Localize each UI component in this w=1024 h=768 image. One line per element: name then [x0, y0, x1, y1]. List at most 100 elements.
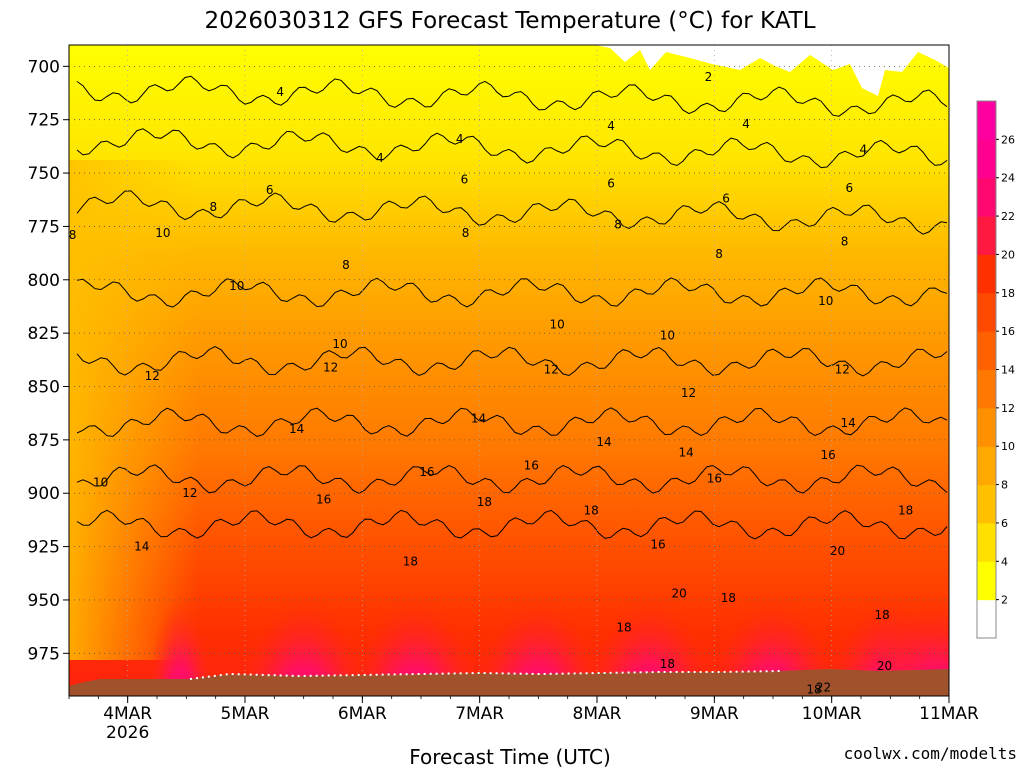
contour-label: 12 [681, 386, 696, 400]
cold-region-2c [595, 45, 949, 96]
y-tick-label: 750 [28, 164, 60, 184]
contour-line-4 [76, 75, 948, 117]
contour-label: 2 [705, 70, 713, 84]
colorbar-swatch [977, 101, 996, 140]
contour-label: 8 [841, 234, 849, 248]
gridlines [69, 45, 949, 696]
contour-label: 6 [722, 192, 730, 206]
y-tick-label: 725 [28, 111, 60, 131]
contour-label: 10 [660, 328, 675, 342]
warm-surface-cells [150, 540, 949, 696]
colorbar-swatch [977, 139, 996, 179]
contour-label: 18 [616, 621, 631, 635]
y-tick-label: 975 [28, 644, 60, 664]
contour-label: 18 [874, 608, 889, 622]
colorbar-label: 2 [1001, 594, 1008, 607]
contour-label: 14 [289, 422, 304, 436]
warm-cell [150, 540, 211, 696]
y-tick-label: 900 [28, 484, 60, 504]
contour-label: 14 [840, 416, 855, 430]
contour-label: 18 [806, 683, 821, 697]
contour-line-8 [76, 190, 948, 235]
colorbar-label: 12 [1001, 402, 1015, 415]
contour-label: 16 [707, 471, 722, 485]
y-tick-label: 850 [28, 378, 60, 398]
contour-labels: 2 4 4 4 4 4 4 6 6 6 6 6 8 8 8 8 8 8 8 10 10 10 10 10 10 12 12 12 12 1… [69, 70, 913, 697]
y-tick-label: 775 [28, 217, 60, 237]
x-tick-label: 11MAR [919, 704, 979, 724]
contour-label: 12 [145, 369, 160, 383]
colorbar-label: 14 [1001, 364, 1015, 377]
colorbar-label: 20 [1001, 248, 1015, 261]
contour-label: 4 [742, 117, 750, 131]
y-tick-label: 875 [28, 431, 60, 451]
contour-line-12 [76, 346, 948, 377]
colorbar-swatch [977, 599, 996, 639]
contour-label: 4 [456, 132, 464, 146]
colorbar-label: 10 [1001, 440, 1015, 453]
colorbar-swatch [977, 254, 996, 294]
x-tick-label: 8MAR [573, 704, 622, 724]
colorbar-label: 26 [1001, 133, 1015, 146]
y-tick-label: 825 [28, 324, 60, 344]
contour-label: 16 [316, 493, 331, 507]
credit-link[interactable]: coolwx.com/modelts [844, 744, 1017, 763]
warm-cell [243, 540, 364, 696]
warm-cell [713, 540, 833, 696]
contour-label: 22 [816, 680, 831, 694]
colorbar-swatch [977, 446, 996, 486]
contour-label: 8 [715, 247, 723, 261]
contour-label: 4 [860, 143, 868, 157]
contour-label: 12 [182, 486, 197, 500]
y-axis: 700 725 750 775 800 825 850 875 900 925 950 975 [28, 57, 69, 664]
contour-label: 10 [155, 226, 170, 240]
colorbar-label: 6 [1001, 517, 1008, 530]
contour-label: 10 [229, 279, 244, 293]
contour-label: 10 [818, 294, 833, 308]
contour-label: 20 [671, 587, 686, 601]
x-tick-label: 6MAR [338, 704, 387, 724]
x-tick-label: 7MAR [455, 704, 504, 724]
colorbar-label: 8 [1001, 479, 1008, 492]
colorbar-swatch [977, 561, 996, 601]
plot-area: 2 4 4 4 4 4 4 6 6 6 6 6 8 8 8 8 8 8 8 10 10 10 10 10 10 12 12 12 12 1… [69, 45, 949, 697]
contour-label: 4 [276, 85, 284, 99]
contour-label: 16 [650, 537, 665, 551]
contour-line-18 [76, 509, 948, 540]
x-tick-label: 5MAR [221, 704, 270, 724]
contour-line-14 [76, 407, 948, 437]
contour-lines [76, 75, 948, 540]
contour-label: 10 [549, 318, 564, 332]
contour-label: 8 [462, 226, 470, 240]
contour-label: 12 [544, 362, 559, 376]
colorbar-swatch [977, 369, 996, 409]
contour-line-10 [76, 277, 948, 308]
contour-label: 6 [461, 172, 469, 186]
x-tick-label: 4MAR [103, 704, 152, 724]
contour-line-16 [76, 464, 948, 494]
chart-title: 2026030312 GFS Forecast Temperature (°C)… [204, 8, 815, 34]
contour-label: 20 [830, 544, 845, 558]
warm-cell [355, 540, 476, 696]
contour-label: 16 [524, 458, 539, 472]
y-tick-label: 800 [28, 271, 60, 291]
contour-label: 18 [898, 503, 913, 517]
contour-label: 14 [471, 412, 486, 426]
contour-label: 6 [266, 183, 274, 197]
colorbar-swatch [977, 216, 996, 255]
contour-label: 4 [376, 151, 384, 165]
x-tick-label: 9MAR [690, 704, 739, 724]
x-tick-label: 10MAR [802, 704, 862, 724]
colorbar-swatch [977, 484, 996, 524]
contour-label: 10 [332, 337, 347, 351]
contour-label: 8 [342, 258, 350, 272]
colorbar-swatch [977, 292, 996, 332]
contour-label: 14 [679, 446, 694, 460]
contour-label: 18 [660, 657, 675, 671]
colorbar-label: 22 [1001, 210, 1015, 223]
colorbar-swatch [977, 331, 996, 370]
y-tick-label: 700 [28, 57, 60, 77]
